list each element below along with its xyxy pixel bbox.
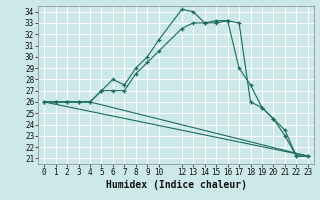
X-axis label: Humidex (Indice chaleur): Humidex (Indice chaleur) bbox=[106, 180, 246, 190]
